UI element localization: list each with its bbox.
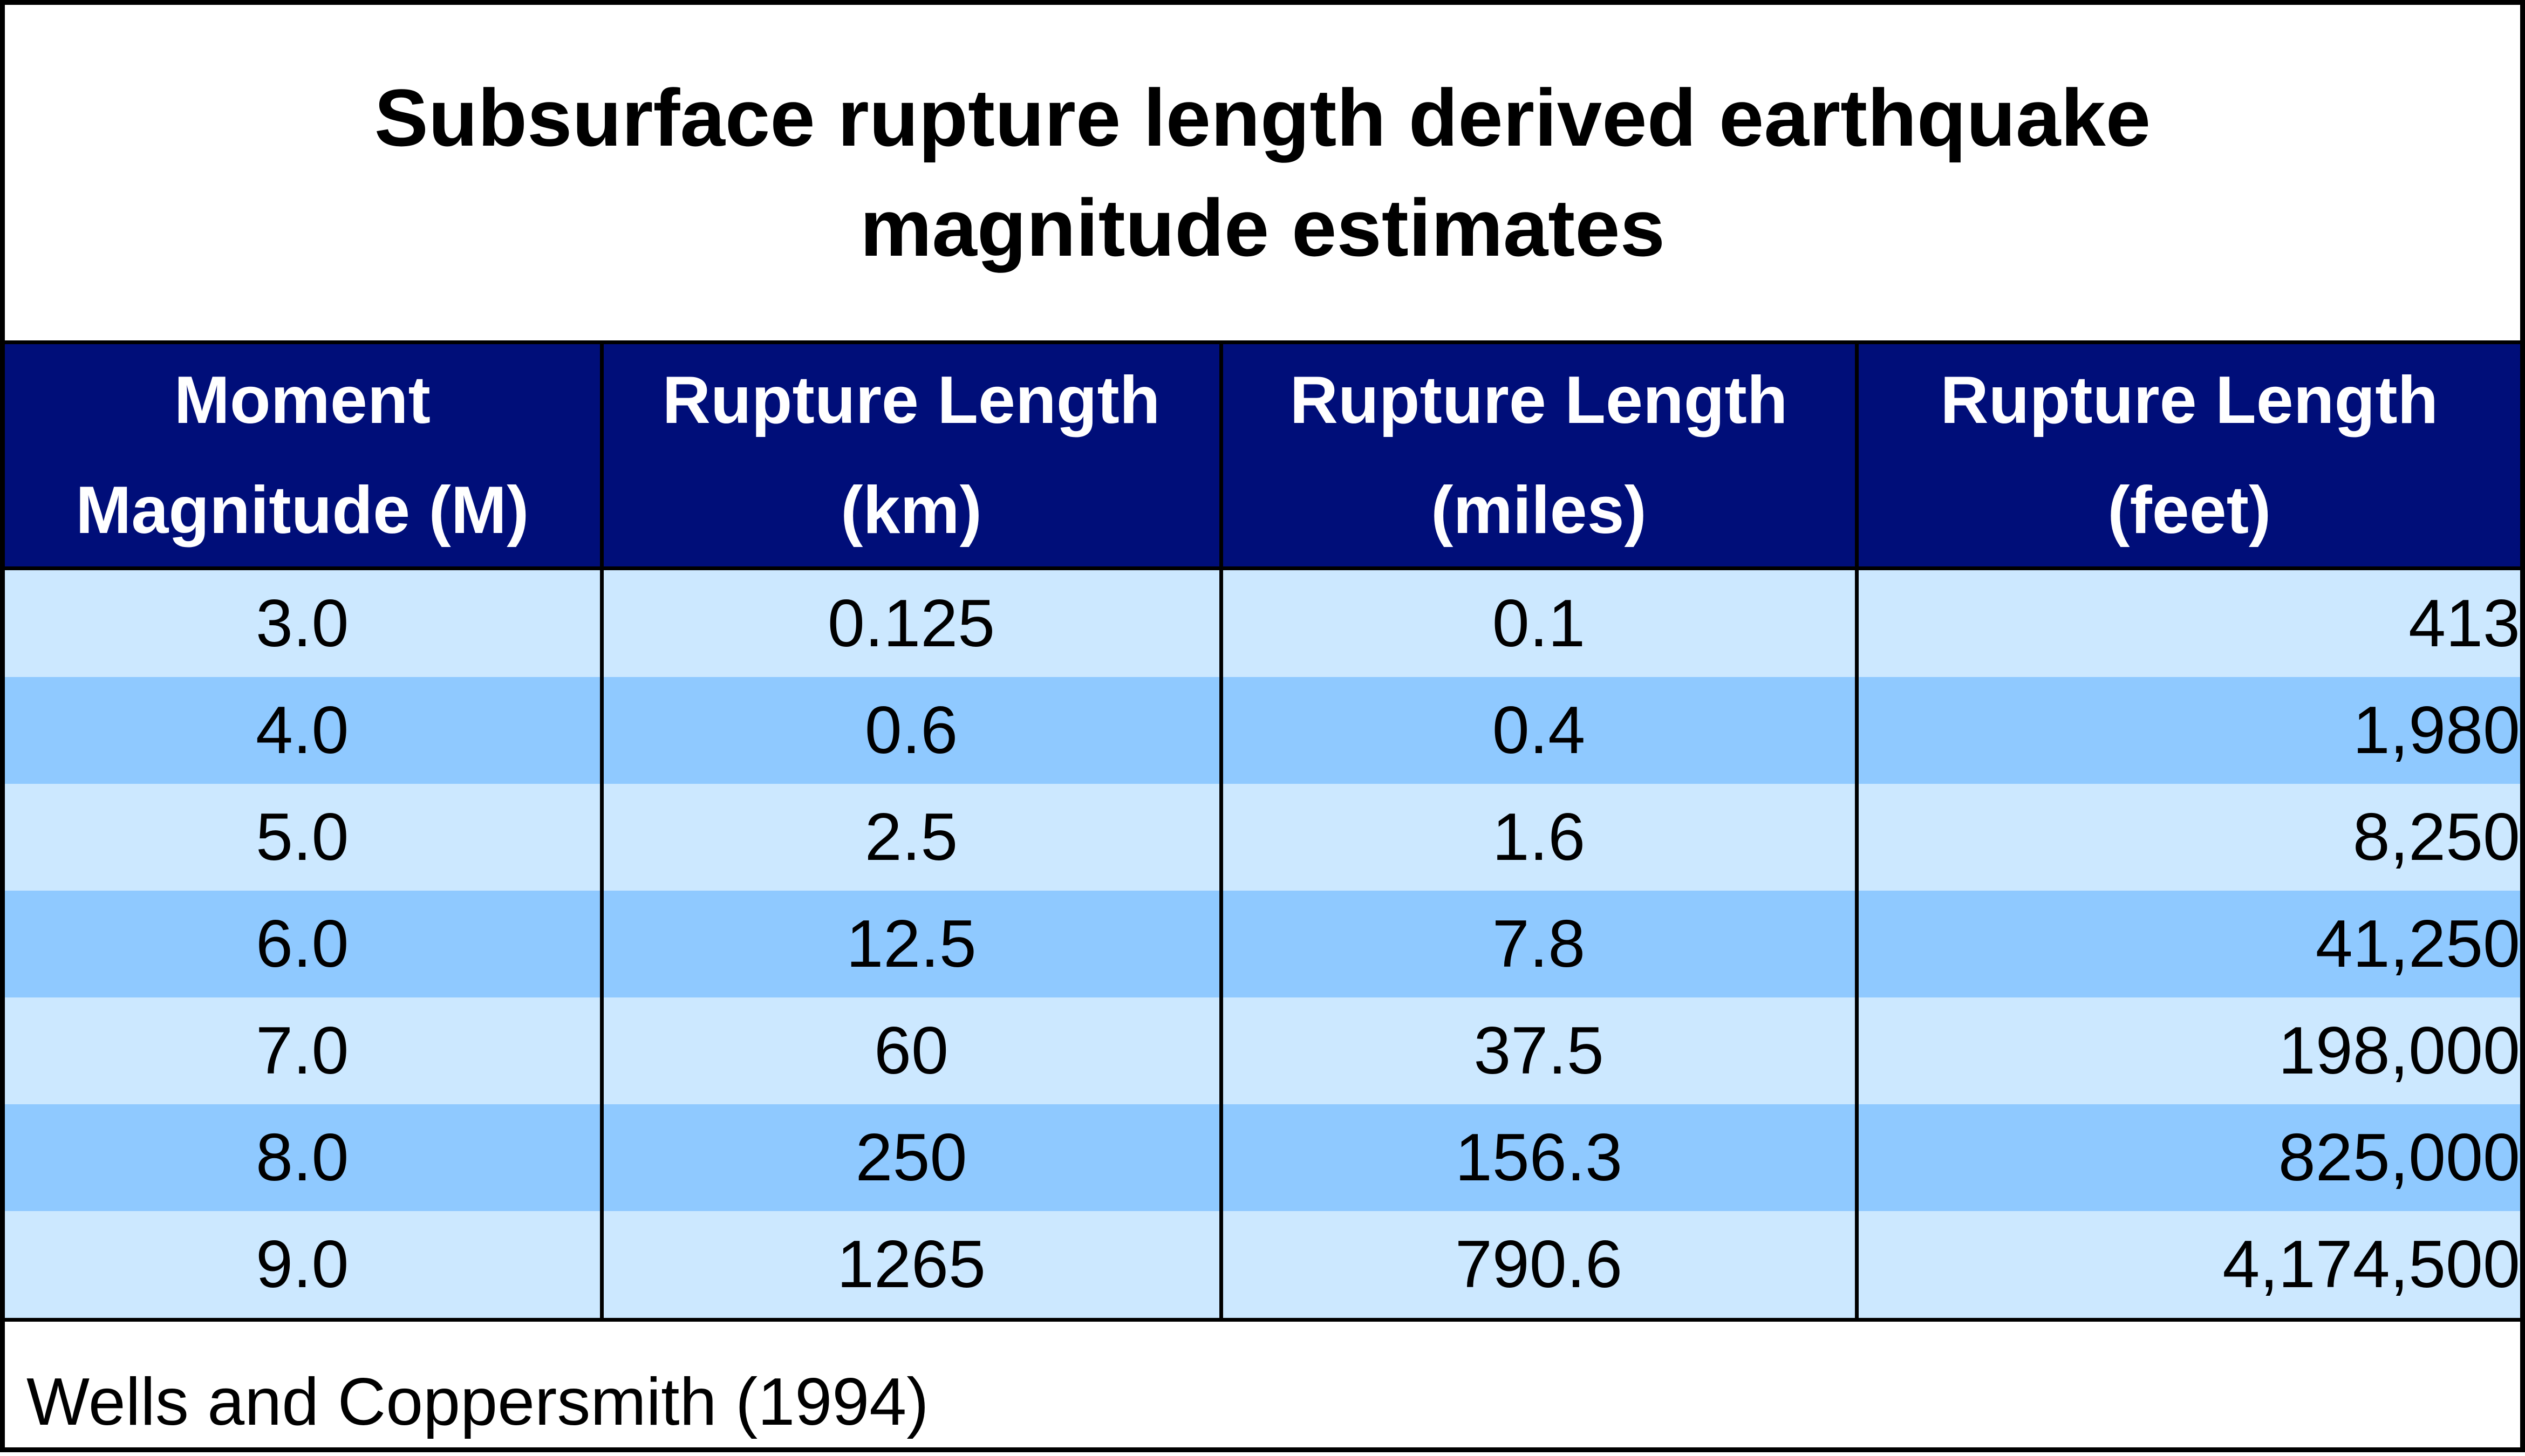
cell-km: 1265 <box>599 1211 1223 1322</box>
header-line: Rupture Length <box>662 363 1161 438</box>
cell-miles: 790.6 <box>1219 1211 1859 1322</box>
cell-km: 60 <box>599 997 1223 1104</box>
cell-magnitude: 5.0 <box>5 784 604 891</box>
header-rupture-length-km: Rupture Length (km) <box>599 340 1223 570</box>
cell-miles: 156.3 <box>1219 1104 1859 1211</box>
table-row: 5.0 2.5 1.6 8,250 <box>5 784 2520 891</box>
cell-feet: 4,174,500 <box>1854 1211 2520 1322</box>
table-header: Moment Magnitude (M) Rupture Length (km)… <box>5 340 2520 570</box>
cell-km: 2.5 <box>599 784 1223 891</box>
cell-miles: 1.6 <box>1219 784 1859 891</box>
cell-feet: 825,000 <box>1854 1104 2520 1211</box>
header-line: (km) <box>841 473 982 548</box>
title-line-1: Subsurface rupture length derived earthq… <box>374 72 2151 163</box>
table-row: 6.0 12.5 7.8 41,250 <box>5 891 2520 997</box>
source-citation: Wells and Coppersmith (1994) <box>26 1365 929 1439</box>
cell-km: 0.125 <box>599 568 1223 677</box>
table-row: 7.0 60 37.5 198,000 <box>5 997 2520 1104</box>
cell-magnitude: 6.0 <box>5 891 604 997</box>
cell-miles: 0.4 <box>1219 677 1859 784</box>
cell-magnitude: 7.0 <box>5 997 604 1104</box>
header-line: (miles) <box>1431 473 1647 548</box>
table-row: 4.0 0.6 0.4 1,980 <box>5 677 2520 784</box>
cell-km: 0.6 <box>599 677 1223 784</box>
rupture-length-table: Moment Magnitude (M) Rupture Length (km)… <box>5 340 2520 1322</box>
cell-feet: 1,980 <box>1854 677 2520 784</box>
table-row: 3.0 0.125 0.1 413 <box>5 568 2520 677</box>
table-row: 9.0 1265 790.6 4,174,500 <box>5 1211 2520 1322</box>
cell-km: 250 <box>599 1104 1223 1211</box>
header-rupture-length-miles: Rupture Length (miles) <box>1219 340 1859 570</box>
cell-magnitude: 3.0 <box>5 568 604 677</box>
header-row: Moment Magnitude (M) Rupture Length (km)… <box>5 340 2520 570</box>
header-moment-magnitude: Moment Magnitude (M) <box>5 340 604 570</box>
header-line: Moment <box>174 363 431 438</box>
cell-magnitude: 8.0 <box>5 1104 604 1211</box>
cell-feet: 198,000 <box>1854 997 2520 1104</box>
cell-feet: 8,250 <box>1854 784 2520 891</box>
header-line: Rupture Length <box>1289 363 1788 438</box>
header-line: Magnitude (M) <box>76 473 529 548</box>
cell-miles: 37.5 <box>1219 997 1859 1104</box>
header-line: (feet) <box>2107 473 2271 548</box>
cell-feet: 413 <box>1854 568 2520 677</box>
table-title: Subsurface rupture length derived earthq… <box>5 5 2520 340</box>
header-rupture-length-feet: Rupture Length (feet) <box>1854 340 2520 570</box>
cell-km: 12.5 <box>599 891 1223 997</box>
cell-feet: 41,250 <box>1854 891 2520 997</box>
cell-magnitude: 9.0 <box>5 1211 604 1322</box>
cell-miles: 0.1 <box>1219 568 1859 677</box>
cell-magnitude: 4.0 <box>5 677 604 784</box>
title-line-2: magnitude estimates <box>859 182 1666 273</box>
table-row: 8.0 250 156.3 825,000 <box>5 1104 2520 1211</box>
header-line: Rupture Length <box>1940 363 2439 438</box>
cell-miles: 7.8 <box>1219 891 1859 997</box>
table-body: 3.0 0.125 0.1 413 4.0 0.6 0.4 1,980 5.0 … <box>5 568 2520 1322</box>
